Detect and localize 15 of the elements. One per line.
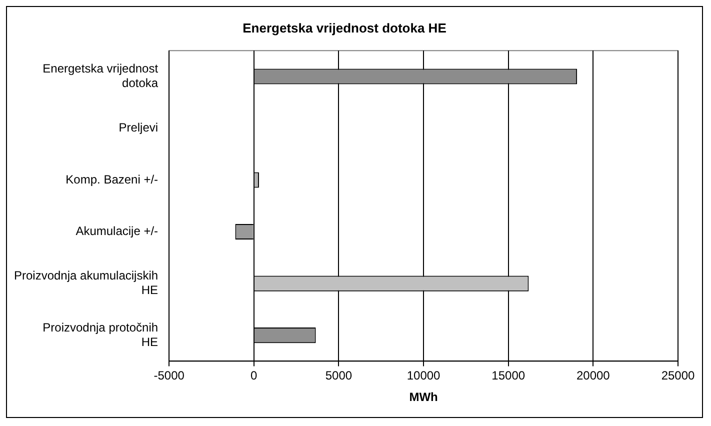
x-tick-label: 10000 (406, 368, 441, 383)
y-tick-label: Komp. Bazeni +/- (66, 172, 158, 186)
y-tick-label: Preljevi (118, 120, 158, 135)
y-tick-label: Energetska vrijednost dotoka (42, 62, 159, 90)
x-tick-label: -5000 (154, 368, 185, 383)
x-axis-title: MWh (409, 390, 438, 404)
chart-title: Energetska vrijednost dotoka HE (242, 20, 447, 36)
y-tick-label: Proizvodnja akumulacijskih HE (14, 268, 158, 298)
y-tick-label: Proizvodnja protočnih HE (42, 320, 158, 349)
x-tick-label: 25000 (661, 368, 696, 383)
x-tick-label: 20000 (576, 368, 610, 383)
x-tick-label: 15000 (492, 368, 526, 383)
y-tick-label: Akumulacije +/- (76, 224, 158, 238)
x-tick-label: 0 (250, 368, 258, 383)
x-tick-label: 5000 (325, 368, 352, 383)
